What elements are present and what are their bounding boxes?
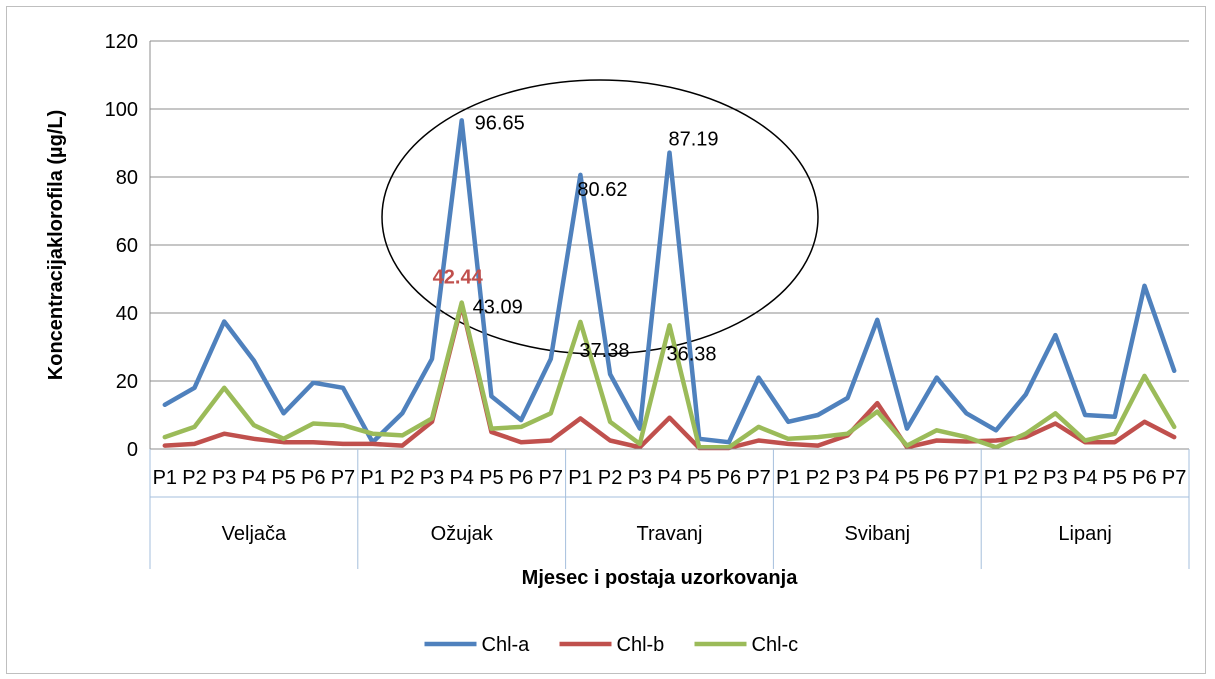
y-tick-label: 80 [116,167,138,189]
x-tick-label: P5 [479,467,503,489]
x-tick-label: P6 [509,467,533,489]
x-tick-label: P2 [390,467,414,489]
x-tick-label: P7 [539,467,563,489]
x-tick-label: P1 [776,467,800,489]
y-tick-label: 0 [127,439,138,461]
x-tick-label: P3 [628,467,652,489]
chart-frame: P1 P2 P3 P4 P5 P6 P7 P1 P2 P3 P4 P5 P6 P7 P1 P2 P3 P4 P5 P6… [6,6,1206,674]
x-tick-label: P6 [301,467,325,489]
x-tick-label: P3 [420,467,444,489]
x-tick-label: P4 [449,467,473,489]
legend-label-chl-b: Chl-b [617,634,665,656]
x-tick-label: P5 [687,467,711,489]
x-tick-label: P7 [954,467,978,489]
x-tick-label: P5 [1103,467,1127,489]
y-axis-title: Koncentracijaklorofila (µg/L) [45,110,67,380]
x-group-label: Svibanj [844,523,910,545]
data-label: 43.09 [473,296,523,318]
series-line-chl-c [162,300,1177,450]
legend-label-chl-c: Chl-c [752,634,799,656]
x-tick-label: P4 [865,467,889,489]
x-tick-label: P7 [746,467,770,489]
x-tick-label: P4 [657,467,681,489]
legend: Chl-a Chl-b Chl-c [424,634,799,656]
data-label: 42.44 [433,267,484,289]
y-tick-label: 60 [116,235,138,257]
annotations: 96.65 80.62 87.19 42.44 43.09 37.38 36.38 [433,112,719,365]
data-label: 80.62 [577,179,627,201]
x-tick-label: P1 [984,467,1008,489]
x-axis-title: Mjesec i postaja uzorkovanja [522,567,799,589]
x-tick-label: P6 [924,467,948,489]
x-tick-label: P3 [212,467,236,489]
x-tick-label: P3 [1043,467,1067,489]
x-tick-label: P2 [182,467,206,489]
data-label: 36.38 [666,343,716,365]
line-chart: P1 P2 P3 P4 P5 P6 P7 P1 P2 P3 P4 P5 P6 P7 P1 P2 P3 P4 P5 P6… [45,31,1190,656]
x-tick-label: P1 [153,467,177,489]
y-axis: 0 20 40 60 80 100 120 [105,31,151,461]
x-tick-label: P6 [717,467,741,489]
x-tick-label: P1 [568,467,592,489]
x-tick-label: P2 [598,467,622,489]
x-group-label: Ožujak [431,523,494,545]
data-label: 37.38 [579,340,629,362]
data-label: 87.19 [668,129,718,151]
x-tick-label: P2 [1013,467,1037,489]
y-tick-label: 20 [116,371,138,393]
series-lines [162,118,1177,451]
x-group-label: Lipanj [1058,523,1111,545]
x-tick-label: P1 [360,467,384,489]
y-tick-label: 100 [105,99,138,121]
highlight-ellipse [381,79,819,355]
series-line-chl-a [162,118,1177,445]
y-tick-label: 40 [116,303,138,325]
x-tick-label: P2 [806,467,830,489]
x-tick-label: P4 [1073,467,1097,489]
x-axis: P1 P2 P3 P4 P5 P6 P7 P1 P2 P3 P4 P5 P6 P7 P1 P2 P3 P4 P5 P6… [149,448,1190,569]
x-tick-label: P4 [242,467,266,489]
x-tick-label: P3 [835,467,859,489]
data-label: 96.65 [475,112,525,134]
y-tick-label: 120 [105,31,138,53]
x-tick-label: P7 [331,467,355,489]
x-tick-label: P7 [1162,467,1186,489]
series-line-chl-b [162,302,1177,451]
x-tick-label: P6 [1132,467,1156,489]
highlight-ellipse-layer [381,79,819,355]
x-group-label: Veljača [222,523,287,545]
x-group-label: Travanj [637,523,703,545]
gridlines [150,40,1189,450]
legend-label-chl-a: Chl-a [482,634,531,656]
x-tick-label: P5 [271,467,295,489]
x-tick-label: P5 [895,467,919,489]
